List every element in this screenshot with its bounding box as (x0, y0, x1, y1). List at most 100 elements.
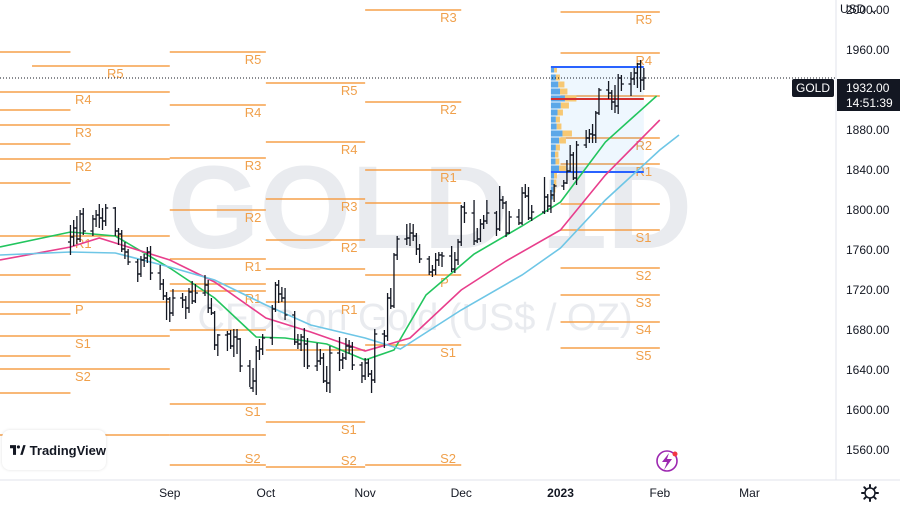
pivot-label: R5 (245, 52, 262, 67)
ohlc-bar (314, 343, 320, 371)
price-tick-label: 2000.00 (846, 3, 890, 17)
volume-bin-down (555, 144, 560, 151)
volume-bin-up (550, 165, 560, 172)
price-tick-label: 1720.00 (846, 283, 890, 297)
ohlc-bar (80, 208, 86, 235)
pivot-label: R4 (245, 105, 262, 120)
ohlc-bar (343, 338, 349, 360)
moving-average-line (0, 119, 661, 352)
volume-bin-down (560, 102, 569, 109)
pivot-label: R3 (341, 199, 358, 214)
volume-bin-up (550, 130, 563, 137)
volume-bin-up (550, 151, 556, 158)
pivot-label: R5 (107, 66, 124, 81)
tradingview-logo[interactable]: TradingView (2, 430, 106, 470)
ohlc-bar (160, 279, 166, 300)
ohlc-bar (574, 141, 580, 185)
price-tick-label: 1680.00 (846, 323, 890, 337)
pivot-label: R4 (341, 142, 358, 157)
ohlc-bar (529, 205, 535, 221)
ohlc-bar (369, 370, 375, 393)
pivot-label: R1 (245, 259, 262, 274)
volume-bin-up (550, 186, 554, 193)
ohlc-bar (282, 288, 288, 320)
ohlc-bar (148, 246, 154, 280)
ohlc-bar (321, 353, 327, 383)
volume-bin-up (550, 123, 557, 130)
price-tick-label: 1800.00 (846, 203, 890, 217)
volume-bin-up (550, 179, 554, 186)
time-tick-label: Mar (739, 486, 760, 500)
price-bars-layer (67, 60, 647, 395)
ohlc-bar (135, 259, 141, 282)
pivot-label: R2 (636, 138, 653, 153)
pivot-label: R2 (75, 159, 92, 174)
ohlc-bar (96, 204, 102, 228)
ohlc-bar (324, 366, 330, 392)
ohlc-bar (157, 265, 163, 290)
time-tick-label: Sep (159, 486, 181, 500)
pivot-label: R3 (245, 158, 262, 173)
volume-bin-up (550, 137, 560, 144)
pivot-label: S1 (341, 422, 357, 437)
ohlc-bar (237, 338, 243, 372)
ohlc-bar (362, 358, 368, 380)
ohlc-bar (192, 284, 198, 303)
ohlc-bar (260, 334, 266, 355)
ohlc-bar (99, 208, 105, 230)
ohlc-bar (93, 210, 99, 227)
last-price-value: 1932.00 (846, 81, 890, 95)
ohlc-bar (253, 346, 259, 395)
price-tick-label: 1600.00 (846, 403, 890, 417)
pivot-label: S2 (341, 453, 357, 468)
ohlc-bar (304, 338, 310, 369)
volume-bin-up (550, 116, 556, 123)
volume-bin-down (556, 123, 562, 130)
lightning-icon[interactable] (656, 450, 678, 472)
pivot-label: S2 (75, 369, 91, 384)
ohlc-bar (439, 252, 445, 267)
volume-bin-up (550, 158, 556, 165)
pivot-label: R4 (75, 92, 92, 107)
symbol-badge: GOLD (792, 79, 834, 97)
time-tick-label: 2023 (547, 486, 574, 500)
last-price-badge: 1932.00 14:51:39 (837, 79, 900, 111)
gear-icon[interactable] (861, 484, 879, 502)
price-axis[interactable]: 1560.00 1600.00 1640.00 1680.00 1720.00 1760.… (846, 3, 890, 457)
ohlc-bar (103, 204, 109, 226)
time-tick-label: Nov (354, 486, 375, 500)
volume-bin-up (550, 88, 561, 95)
ohlc-bar (170, 289, 176, 316)
ohlc-bar (394, 236, 400, 260)
volume-bin-down (558, 81, 565, 88)
symbol-badge-bg (792, 79, 834, 97)
price-tick-label: 1760.00 (846, 243, 890, 257)
volume-bin-down (554, 172, 557, 179)
bar-countdown: 14:51:39 (846, 96, 893, 110)
pivot-label: S1 (440, 345, 456, 360)
value-area-box (550, 67, 644, 172)
pivot-label: R2 (440, 102, 457, 117)
volume-bin-down (562, 130, 572, 137)
time-tick-label: Dec (451, 486, 472, 500)
ohlc-bar (349, 342, 355, 370)
pivot-label: S2 (636, 268, 652, 283)
ohlc-bar (167, 297, 173, 322)
pivot-label: R5 (341, 83, 358, 98)
ohlc-bar (551, 184, 557, 202)
volume-bin-down (559, 165, 566, 172)
ohlc-bar (247, 360, 253, 389)
price-tick-label: 1960.00 (846, 43, 890, 57)
currency-selector[interactable]: USD ⌄ (840, 2, 879, 16)
volume-bin-up (550, 102, 561, 109)
price-tick-label: 1640.00 (846, 363, 890, 377)
volume-bin-down (555, 116, 560, 123)
time-axis[interactable]: Sep Oct Nov Dec 2023 Feb Mar (159, 486, 760, 500)
price-tick-label: 1880.00 (846, 123, 890, 137)
pivot-label: R3 (440, 10, 457, 25)
ohlc-bar (327, 346, 333, 393)
pivot-label: R2 (341, 240, 358, 255)
volume-bin-up (550, 109, 558, 116)
